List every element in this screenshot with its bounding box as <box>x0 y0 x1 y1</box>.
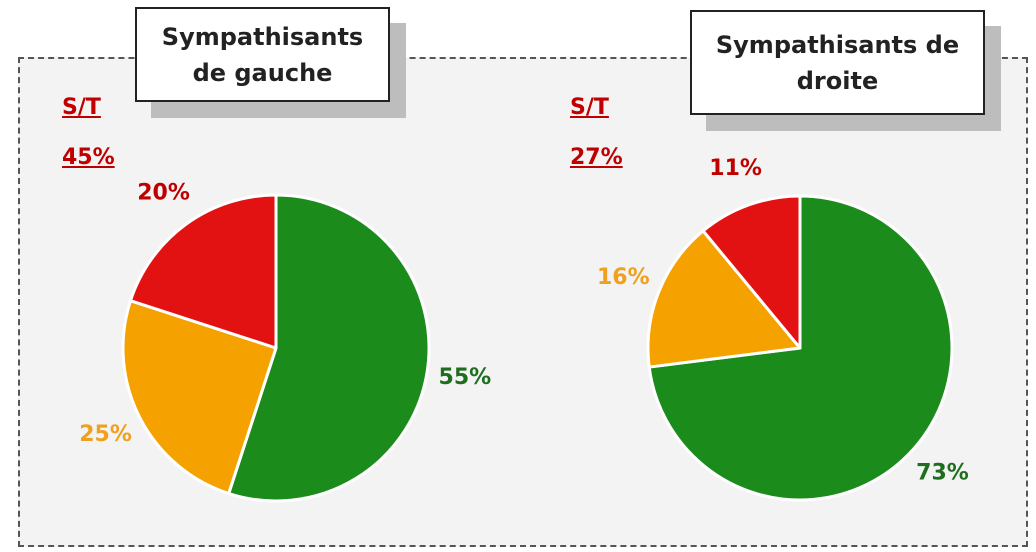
pie-slice <box>701 194 802 350</box>
slice-label: 20% <box>137 180 190 205</box>
pie-slice <box>121 299 278 496</box>
slice-label: 25% <box>79 422 132 447</box>
pie-slice <box>227 193 431 503</box>
slice-label: 16% <box>597 265 650 290</box>
subtotal-label: S/T <box>62 95 101 120</box>
subtotal-value: 45% <box>62 145 115 170</box>
slice-label: 73% <box>916 461 969 486</box>
subtotal-value: 27% <box>570 145 623 170</box>
subtotal-label: S/T <box>570 95 609 120</box>
pie-slice <box>646 229 802 369</box>
slice-label: 11% <box>709 156 762 181</box>
slice-label: 55% <box>439 365 492 390</box>
pie-slice <box>128 193 278 350</box>
chart-title: Sympathisants de droite <box>690 10 985 115</box>
chart-title: Sympathisants de gauche <box>135 7 390 102</box>
